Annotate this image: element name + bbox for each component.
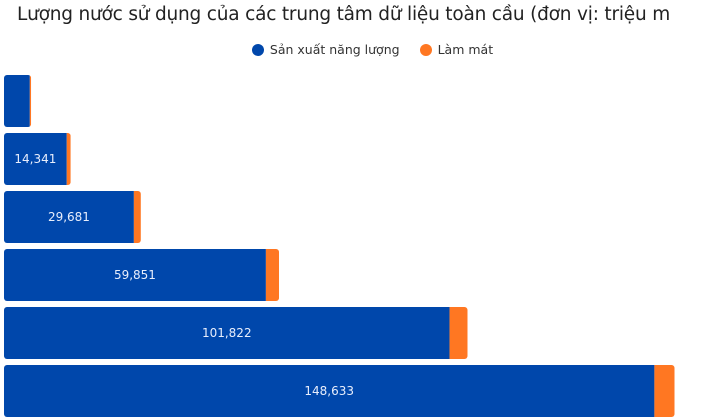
- bar-energy[interactable]: [4, 191, 134, 243]
- bar-cooling[interactable]: [133, 191, 141, 243]
- legend: Sản xuất năng lượng Làm mát: [0, 42, 705, 57]
- bar-energy[interactable]: [4, 365, 655, 417]
- data-label: 29,681: [48, 210, 90, 224]
- legend-dot-cooling: [419, 43, 432, 56]
- bar-cooling[interactable]: [449, 307, 468, 359]
- chart-title: Lượng nước sử dụng của các trung tâm dữ …: [17, 4, 671, 25]
- bar-cooling[interactable]: [265, 249, 280, 301]
- bar-energy[interactable]: [4, 307, 450, 359]
- bar-cooling[interactable]: [66, 133, 71, 185]
- data-label: 148,633: [304, 384, 354, 398]
- bar-group: [4, 307, 468, 359]
- bar-cooling[interactable]: [29, 75, 32, 127]
- bar-energy[interactable]: [4, 133, 67, 185]
- bar-energy[interactable]: [4, 249, 266, 301]
- data-label: 14,341: [14, 152, 56, 166]
- legend-dot-energy: [251, 43, 264, 56]
- data-label: 101,822: [202, 326, 252, 340]
- legend-item-energy[interactable]: Sản xuất năng lượng: [251, 42, 400, 57]
- data-label: 59,851: [114, 268, 156, 282]
- legend-label-energy: Sản xuất năng lượng: [269, 42, 400, 57]
- bar-group: [4, 75, 32, 127]
- bar-cooling[interactable]: [654, 365, 675, 417]
- bar-group: [4, 191, 141, 243]
- bar-group: [4, 365, 675, 417]
- bar-group: [4, 249, 280, 301]
- bar-group: [4, 133, 71, 185]
- legend-label-cooling: Làm mát: [437, 42, 494, 57]
- bar-energy[interactable]: [4, 75, 30, 127]
- legend-item-cooling[interactable]: Làm mát: [419, 42, 494, 57]
